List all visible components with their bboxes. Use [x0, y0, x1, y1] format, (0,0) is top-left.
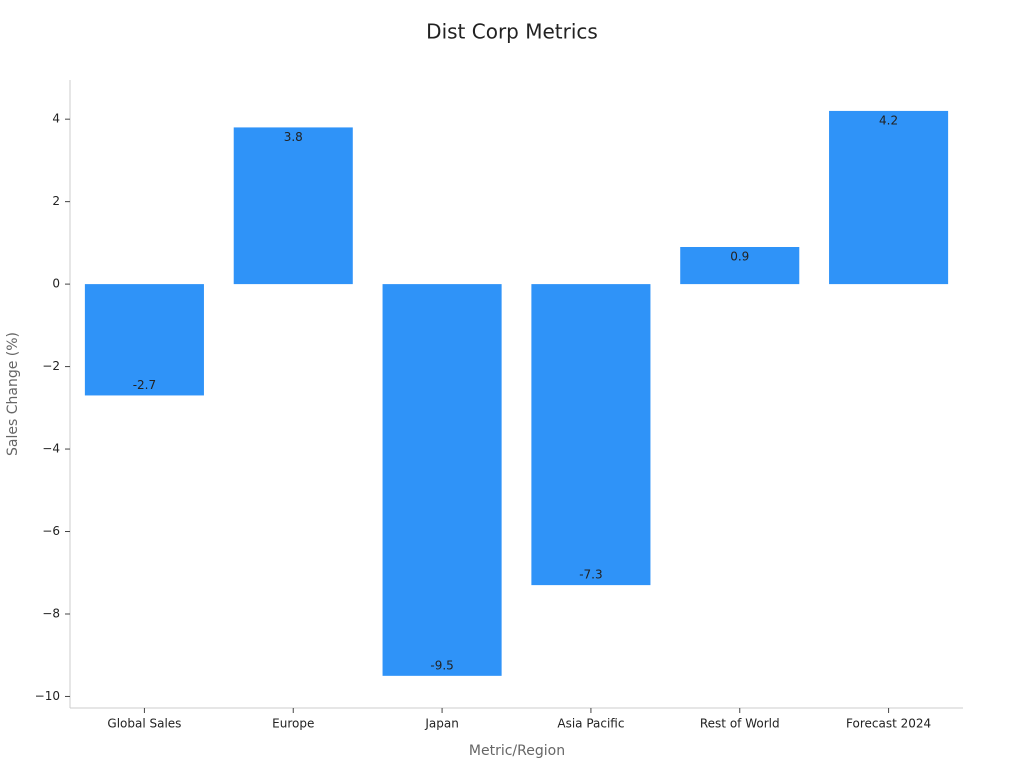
bar: [84, 284, 204, 396]
bar: [233, 127, 353, 285]
bar: [531, 284, 651, 586]
x-tick-label: Global Sales: [107, 717, 181, 731]
value-label: 4.2: [879, 113, 898, 127]
y-tick-label: −10: [35, 689, 60, 703]
x-tick-label: Forecast 2024: [846, 717, 931, 731]
x-tick-label: Rest of World: [700, 717, 780, 731]
y-axis-label: Sales Change (%): [5, 332, 21, 456]
bar: [680, 246, 800, 285]
value-label: 3.8: [284, 130, 303, 144]
y-tick-label: 4: [52, 112, 60, 126]
y-tick-label: −6: [42, 524, 60, 538]
x-tick-label: Europe: [272, 717, 314, 731]
y-tick-label: 0: [52, 277, 60, 291]
value-label: 0.9: [730, 249, 749, 263]
value-label: -7.3: [579, 568, 602, 582]
y-tick-label: −4: [42, 442, 60, 456]
value-label: -2.7: [133, 378, 156, 392]
x-tick-label: Japan: [424, 717, 458, 731]
y-tick-label: −8: [42, 606, 60, 620]
bar: [829, 110, 949, 285]
value-label: -9.5: [430, 658, 453, 672]
chart-title: Dist Corp Metrics: [426, 20, 598, 44]
y-tick-label: −2: [42, 359, 60, 373]
x-axis-label: Metric/Region: [469, 743, 565, 759]
bar: [382, 284, 502, 676]
x-tick-label: Asia Pacific: [557, 717, 624, 731]
y-tick-label: 2: [52, 194, 60, 208]
